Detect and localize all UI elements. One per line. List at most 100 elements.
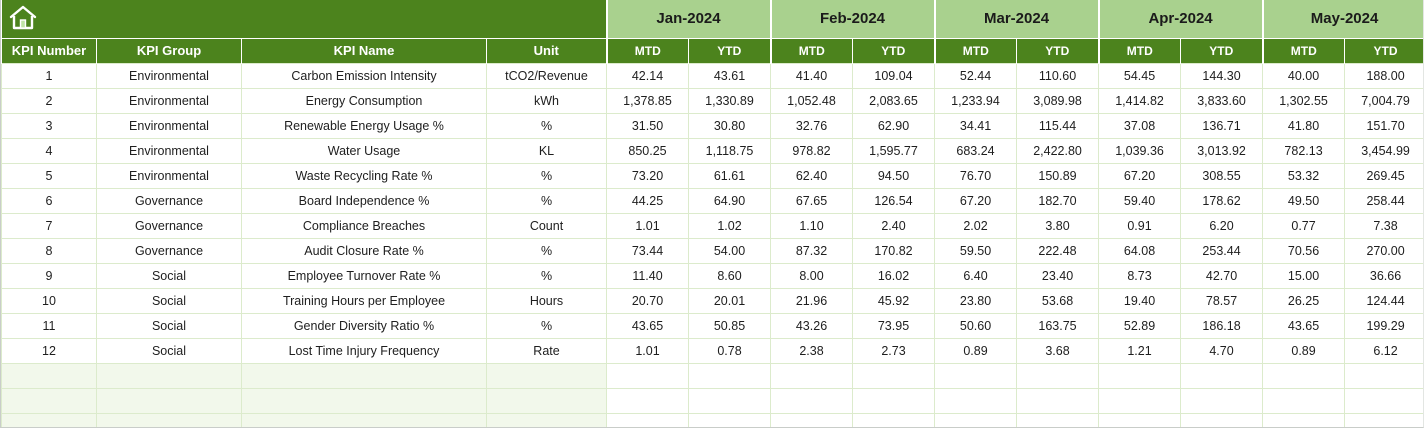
- mtd-cell[interactable]: 37.08: [1098, 112, 1182, 139]
- month-header[interactable]: May-2024: [1261, 0, 1423, 39]
- mtd-cell[interactable]: 1,378.85: [606, 87, 689, 114]
- mtd-cell[interactable]: 52.89: [1098, 312, 1182, 339]
- kpi-group-cell[interactable]: Environmental: [96, 87, 242, 114]
- mtd-cell[interactable]: 67.20: [934, 187, 1018, 214]
- mtd-cell[interactable]: 2.38: [770, 337, 853, 364]
- empty-cell[interactable]: [486, 387, 607, 414]
- unit-cell[interactable]: %: [486, 237, 607, 264]
- empty-cell[interactable]: [934, 412, 1018, 427]
- empty-cell[interactable]: [688, 362, 771, 389]
- mtd-cell[interactable]: 62.40: [770, 162, 853, 189]
- mtd-cell[interactable]: 59.50: [934, 237, 1018, 264]
- empty-cell[interactable]: [688, 387, 771, 414]
- kpi-number-cell[interactable]: 8: [1, 237, 97, 264]
- empty-cell[interactable]: [770, 387, 853, 414]
- ytd-cell[interactable]: 1,595.77: [851, 137, 936, 164]
- empty-cell[interactable]: [96, 362, 242, 389]
- mtd-cell[interactable]: 21.96: [770, 287, 853, 314]
- ytd-cell[interactable]: 136.71: [1180, 112, 1264, 139]
- ytd-cell[interactable]: 43.61: [688, 62, 771, 89]
- kpi-group-cell[interactable]: Governance: [96, 237, 242, 264]
- mtd-cell[interactable]: 43.65: [1262, 312, 1346, 339]
- ytd-cell[interactable]: 188.00: [1344, 62, 1423, 89]
- month-header[interactable]: Jan-2024: [605, 0, 772, 39]
- empty-cell[interactable]: [1262, 362, 1346, 389]
- empty-cell[interactable]: [1, 362, 97, 389]
- ytd-cell[interactable]: 253.44: [1180, 237, 1264, 264]
- empty-cell[interactable]: [770, 362, 853, 389]
- ytd-cell[interactable]: 270.00: [1344, 237, 1423, 264]
- unit-cell[interactable]: %: [486, 187, 607, 214]
- ytd-cell[interactable]: 144.30: [1180, 62, 1264, 89]
- mtd-cell[interactable]: 44.25: [606, 187, 689, 214]
- ytd-cell[interactable]: 64.90: [688, 187, 771, 214]
- ytd-cell[interactable]: 62.90: [851, 112, 936, 139]
- ytd-cell[interactable]: 178.62: [1180, 187, 1264, 214]
- kpi-name-cell[interactable]: Compliance Breaches: [241, 212, 487, 239]
- empty-cell[interactable]: [1262, 412, 1346, 427]
- mtd-cell[interactable]: 683.24: [934, 137, 1018, 164]
- mtd-cell[interactable]: 87.32: [770, 237, 853, 264]
- empty-cell[interactable]: [241, 412, 487, 427]
- mtd-cell[interactable]: 1.21: [1098, 337, 1182, 364]
- mtd-cell[interactable]: 42.14: [606, 62, 689, 89]
- empty-cell[interactable]: [934, 362, 1018, 389]
- ytd-cell[interactable]: 3.68: [1016, 337, 1100, 364]
- ytd-cell[interactable]: 2,083.65: [851, 87, 936, 114]
- ytd-cell[interactable]: 109.04: [851, 62, 936, 89]
- mtd-cell[interactable]: 1.10: [770, 212, 853, 239]
- kpi-name-cell[interactable]: Board Independence %: [241, 187, 487, 214]
- mtd-cell[interactable]: 40.00: [1262, 62, 1346, 89]
- mtd-cell[interactable]: 54.45: [1098, 62, 1182, 89]
- col-header-mtd[interactable]: MTD: [1261, 38, 1346, 63]
- mtd-cell[interactable]: 0.89: [934, 337, 1018, 364]
- ytd-cell[interactable]: 53.68: [1016, 287, 1100, 314]
- empty-cell[interactable]: [1, 412, 97, 427]
- ytd-cell[interactable]: 20.01: [688, 287, 771, 314]
- kpi-name-cell[interactable]: Audit Closure Rate %: [241, 237, 487, 264]
- mtd-cell[interactable]: 26.25: [1262, 287, 1346, 314]
- ytd-cell[interactable]: 182.70: [1016, 187, 1100, 214]
- ytd-cell[interactable]: 222.48: [1016, 237, 1100, 264]
- home-button[interactable]: [1, 0, 608, 39]
- mtd-cell[interactable]: 0.91: [1098, 212, 1182, 239]
- mtd-cell[interactable]: 43.65: [606, 312, 689, 339]
- mtd-cell[interactable]: 15.00: [1262, 262, 1346, 289]
- ytd-cell[interactable]: 54.00: [688, 237, 771, 264]
- ytd-cell[interactable]: 30.80: [688, 112, 771, 139]
- empty-cell[interactable]: [486, 412, 607, 427]
- ytd-cell[interactable]: 126.54: [851, 187, 936, 214]
- mtd-cell[interactable]: 34.41: [934, 112, 1018, 139]
- ytd-cell[interactable]: 42.70: [1180, 262, 1264, 289]
- ytd-cell[interactable]: 258.44: [1344, 187, 1423, 214]
- kpi-number-cell[interactable]: 12: [1, 337, 97, 364]
- ytd-cell[interactable]: 7,004.79: [1344, 87, 1423, 114]
- kpi-number-cell[interactable]: 5: [1, 162, 97, 189]
- kpi-number-cell[interactable]: 9: [1, 262, 97, 289]
- ytd-cell[interactable]: 73.95: [851, 312, 936, 339]
- ytd-cell[interactable]: 308.55: [1180, 162, 1264, 189]
- kpi-group-cell[interactable]: Environmental: [96, 62, 242, 89]
- empty-cell[interactable]: [688, 412, 771, 427]
- ytd-cell[interactable]: 4.70: [1180, 337, 1264, 364]
- col-header-ytd[interactable]: YTD: [1180, 38, 1264, 63]
- mtd-cell[interactable]: 32.76: [770, 112, 853, 139]
- ytd-cell[interactable]: 2.40: [851, 212, 936, 239]
- ytd-cell[interactable]: 78.57: [1180, 287, 1264, 314]
- kpi-name-cell[interactable]: Waste Recycling Rate %: [241, 162, 487, 189]
- empty-cell[interactable]: [1016, 362, 1100, 389]
- mtd-cell[interactable]: 67.20: [1098, 162, 1182, 189]
- mtd-cell[interactable]: 20.70: [606, 287, 689, 314]
- ytd-cell[interactable]: 16.02: [851, 262, 936, 289]
- ytd-cell[interactable]: 8.60: [688, 262, 771, 289]
- month-header[interactable]: Mar-2024: [933, 0, 1100, 39]
- unit-cell[interactable]: %: [486, 112, 607, 139]
- mtd-cell[interactable]: 43.26: [770, 312, 853, 339]
- mtd-cell[interactable]: 23.80: [934, 287, 1018, 314]
- ytd-cell[interactable]: 94.50: [851, 162, 936, 189]
- mtd-cell[interactable]: 1.01: [606, 212, 689, 239]
- empty-cell[interactable]: [851, 387, 936, 414]
- ytd-cell[interactable]: 151.70: [1344, 112, 1423, 139]
- home-icon[interactable]: [8, 4, 38, 31]
- ytd-cell[interactable]: 2,422.80: [1016, 137, 1100, 164]
